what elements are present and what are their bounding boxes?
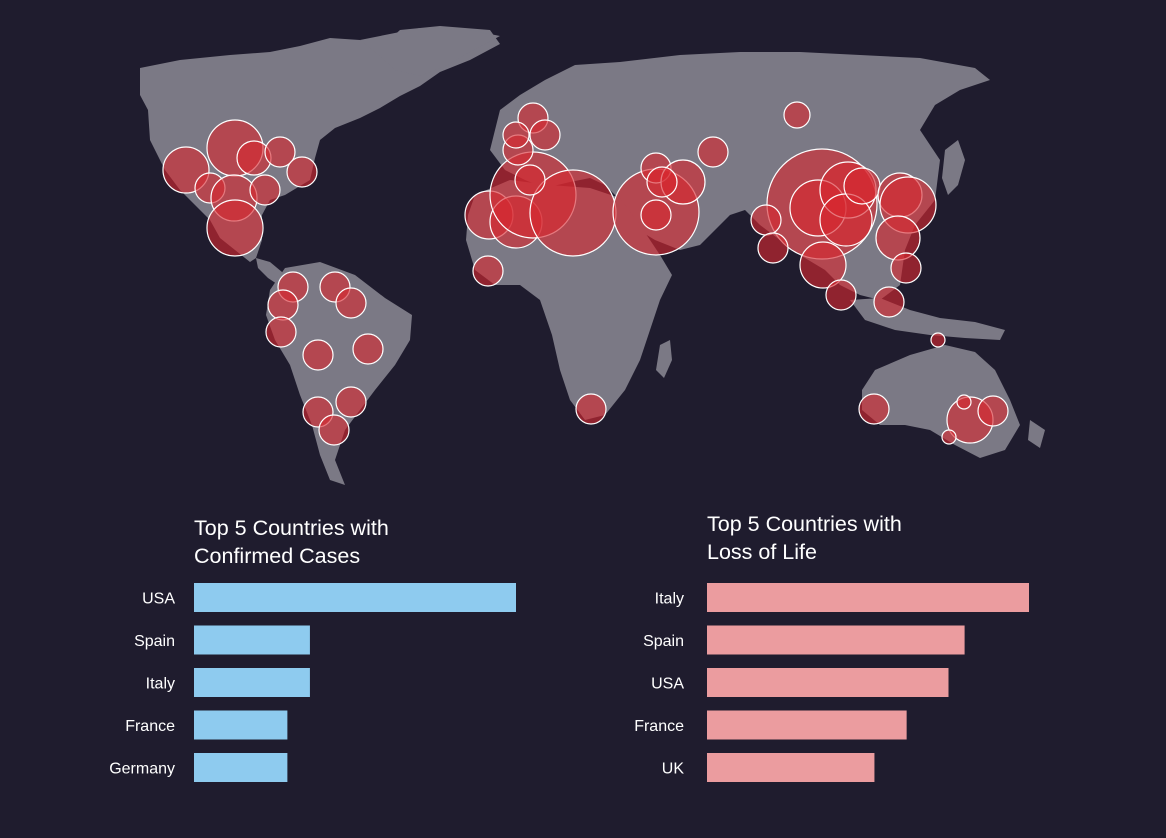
bar-plot: Italy Spain USA France UK	[634, 583, 1029, 782]
case-bubble	[575, 393, 607, 425]
case-bubble	[264, 136, 296, 168]
chart-title: Top 5 Countries with Loss of Life	[707, 510, 1027, 566]
case-bubble	[697, 136, 729, 168]
indonesia-landmass	[850, 298, 1005, 340]
case-bubble	[265, 316, 297, 348]
bar-france	[707, 710, 907, 740]
case-bubble	[890, 252, 922, 284]
madagascar-landmass	[656, 340, 672, 378]
category-label: Germany	[109, 761, 175, 778]
bar-usa	[194, 583, 516, 612]
bar-uk	[707, 753, 875, 782]
case-bubble	[873, 286, 905, 318]
case-bubble	[977, 395, 1009, 427]
chart-title-line-1: Top 5 Countries with	[194, 516, 389, 540]
chart-title: Top 5 Countries with Confirmed Cases	[194, 514, 514, 570]
loss-of-life-chart: Top 5 Countries with Loss of Life Italy S…	[556, 510, 1076, 820]
case-bubble	[286, 156, 318, 188]
category-label: Italy	[655, 591, 684, 608]
bar-usa	[707, 668, 949, 697]
bar-germany	[194, 753, 288, 782]
case-bubble	[335, 287, 367, 319]
case-bubble	[941, 429, 957, 445]
category-label: Spain	[643, 633, 684, 650]
case-bubble	[858, 393, 890, 425]
bar-italy	[707, 583, 1029, 612]
category-label: Italy	[146, 676, 175, 693]
greenland-landmass	[360, 28, 500, 76]
case-bubble	[640, 199, 672, 231]
category-label: USA	[142, 591, 175, 608]
category-label: Spain	[134, 633, 175, 650]
chart-title-line-2: Loss of Life	[707, 540, 817, 564]
case-bubble	[335, 386, 367, 418]
case-bubble	[750, 204, 782, 236]
bar-spain	[707, 625, 965, 655]
category-label: France	[634, 718, 684, 735]
new-zealand-landmass	[1028, 420, 1045, 448]
south-america-landmass	[266, 262, 412, 485]
case-bubble	[249, 174, 281, 206]
world-map	[140, 26, 1045, 485]
case-bubble	[206, 199, 264, 257]
case-bubble	[930, 332, 946, 348]
category-label: USA	[651, 676, 684, 693]
bar-italy	[194, 668, 310, 697]
chart-title-line-1: Top 5 Countries with	[707, 512, 902, 536]
bar-plot: USA Spain Italy France Germany	[109, 583, 516, 782]
case-bubble	[875, 215, 921, 261]
case-bubble	[646, 166, 678, 198]
chart-title-line-2: Confirmed Cases	[194, 544, 361, 568]
confirmed-cases-chart: Top 5 Countries with Confirmed Cases USA…	[40, 510, 560, 820]
category-label: UK	[662, 761, 685, 778]
case-bubble	[514, 164, 546, 196]
case-bubble	[318, 414, 350, 446]
case-bubble	[529, 119, 561, 151]
bar-spain	[194, 625, 310, 655]
case-bubble	[799, 241, 847, 289]
case-bubble	[352, 333, 384, 365]
case-bubble	[472, 255, 504, 287]
case-bubble	[956, 394, 972, 410]
case-bubble	[825, 279, 857, 311]
case-bubble	[843, 167, 881, 205]
case-bubbles	[162, 101, 1009, 446]
case-bubble	[502, 121, 530, 149]
category-label: France	[125, 718, 175, 735]
case-bubble	[757, 232, 789, 264]
japan-landmass	[942, 140, 965, 195]
case-bubble	[783, 101, 811, 129]
case-bubble	[302, 339, 334, 371]
bar-france	[194, 710, 288, 740]
case-bubble	[267, 289, 299, 321]
